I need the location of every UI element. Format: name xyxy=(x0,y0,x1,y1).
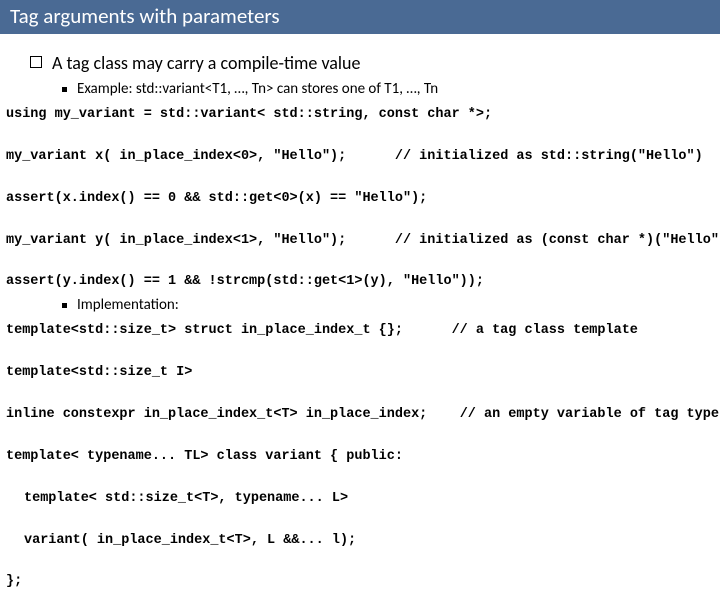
code-comment: // initialized as std::string("Hello") xyxy=(395,149,703,164)
code-line: assert(y.index() == 1 && !strcmp(std::ge… xyxy=(6,274,484,289)
code-comment: // a tag class template xyxy=(452,323,638,338)
code-line: my_variant y( in_place_index<1>, "Hello"… xyxy=(6,233,346,248)
code-block-example: using my_variant = std::variant< std::st… xyxy=(0,102,720,296)
code-line: template<std::size_t> struct in_place_in… xyxy=(6,323,403,338)
code-line: template< std::size_t<T>, typename... L> xyxy=(6,491,348,506)
square-bullet-icon xyxy=(62,87,67,92)
code-line: my_variant x( in_place_index<0>, "Hello"… xyxy=(6,149,346,164)
slide-title-bar: Tag arguments with parameters xyxy=(0,0,720,34)
code-line: variant( in_place_index_t<T>, L &&... l)… xyxy=(6,533,356,548)
code-line: }; xyxy=(6,574,22,589)
slide-title: Tag arguments with parameters xyxy=(10,3,280,29)
bullet-level-2-example: Example: std::variant<T1, …, Tn> can sto… xyxy=(0,80,720,98)
bullet-1-text: A tag class may carry a compile-time val… xyxy=(52,52,360,74)
bullet-level-1: A tag class may carry a compile-time val… xyxy=(0,52,720,74)
code-comment: // an empty variable of tag type xyxy=(460,407,719,422)
code-comment: // initialized as (const char *)("Hello"… xyxy=(395,233,720,248)
code-block-impl: template<std::size_t> struct in_place_in… xyxy=(0,318,720,596)
code-line: template< typename... TL> class variant … xyxy=(6,449,403,464)
bullet-2-example-text: Example: std::variant<T1, …, Tn> can sto… xyxy=(77,80,438,98)
code-line: using my_variant = std::variant< std::st… xyxy=(6,107,492,122)
square-bullet-icon xyxy=(62,303,67,308)
checkbox-icon xyxy=(30,56,42,68)
code-line: template<std::size_t I> xyxy=(6,365,192,380)
code-line: assert(x.index() == 0 && std::get<0>(x) … xyxy=(6,191,427,206)
bullet-2-impl-text: Implementation: xyxy=(77,296,179,314)
bullet-level-2-impl: Implementation: xyxy=(0,296,720,314)
code-line: inline constexpr in_place_index_t<T> in_… xyxy=(6,407,427,422)
slide-content: A tag class may carry a compile-time val… xyxy=(0,34,720,596)
